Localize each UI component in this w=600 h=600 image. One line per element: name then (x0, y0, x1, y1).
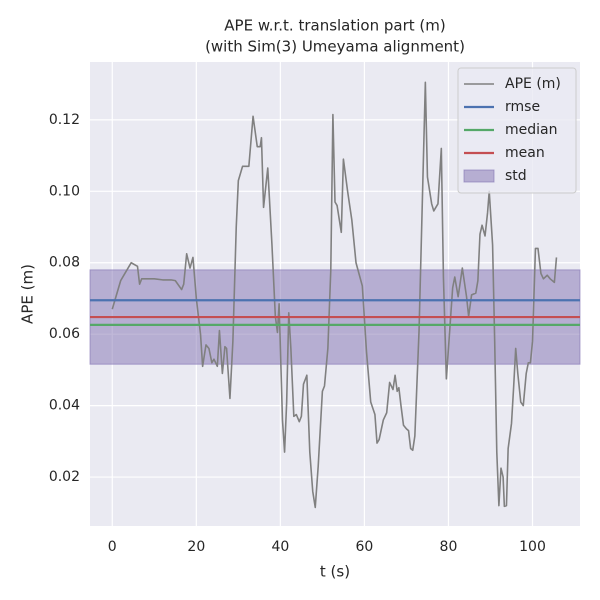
x-tick-label: 100 (519, 539, 546, 555)
y-axis-label: APE (m) (19, 264, 37, 324)
y-tick-label: 0.06 (49, 326, 80, 342)
y-tick-label: 0.08 (49, 255, 80, 271)
legend-frame (457, 67, 577, 194)
x-tick-label: 40 (271, 539, 289, 555)
x-tick-label: 0 (108, 539, 117, 555)
x-tick-label: 20 (187, 539, 205, 555)
data-line (111, 81, 558, 509)
chart-title: APE w.r.t. translation part (m) (224, 17, 445, 35)
legend-label: mean (505, 145, 545, 161)
y-tick-label: 0.02 (49, 469, 80, 485)
chart-subtitle: (with Sim(3) Umeyama alignment) (205, 38, 465, 56)
x-tick-label: 60 (356, 539, 374, 555)
legend-label: rmse (505, 99, 540, 115)
x-tick-label: 80 (440, 539, 458, 555)
legend-swatch (463, 169, 495, 183)
x-axis-label: t (s) (320, 563, 350, 581)
legend-label: median (505, 122, 557, 138)
y-tick-label: 0.04 (49, 398, 80, 414)
y-tick-label: 0.12 (49, 112, 80, 128)
legend-label: std (505, 168, 527, 184)
y-tick-label: 0.10 (49, 183, 80, 199)
legend-label: APE (m) (505, 76, 561, 92)
